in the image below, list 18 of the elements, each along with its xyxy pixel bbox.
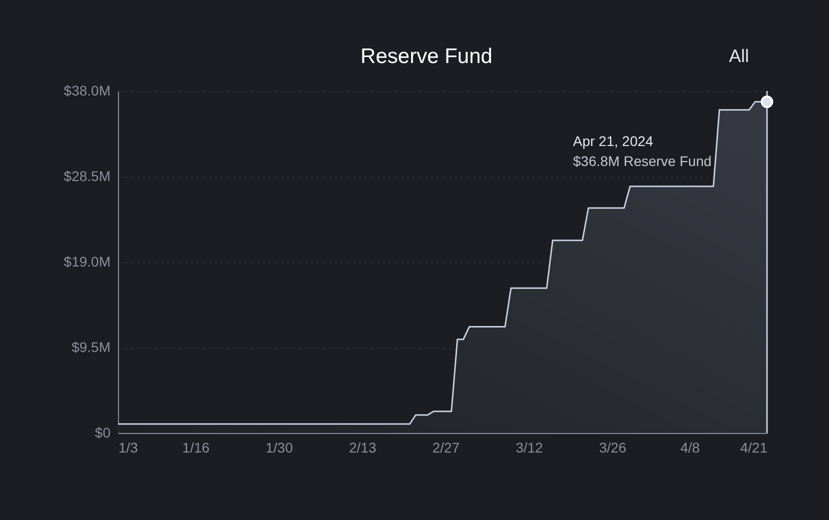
annotation: Apr 21, 2024 xyxy=(573,133,654,149)
x-tick-label: 1/3 xyxy=(118,440,138,456)
y-tick-label: $0 xyxy=(94,424,111,440)
x-tick-label: 3/26 xyxy=(599,440,627,456)
x-tick-label: 1/16 xyxy=(182,440,210,456)
y-tick-label: $19.0M xyxy=(64,254,110,270)
x-tick-label: 2/13 xyxy=(348,440,376,456)
x-tick-label: 4/21 xyxy=(740,440,768,456)
x-tick-label: 1/30 xyxy=(266,440,294,456)
y-tick-label: $28.5M xyxy=(64,168,110,184)
x-tick-label: 2/27 xyxy=(432,440,460,456)
chart-title: Reserve Fund xyxy=(360,45,492,68)
x-tick-label: 4/8 xyxy=(680,440,700,456)
annotation: $36.8M Reserve Fund xyxy=(573,153,712,169)
y-tick-label: $9.5M xyxy=(72,339,110,355)
x-tick-label: 3/12 xyxy=(516,440,544,456)
y-tick-label: $38.0M xyxy=(64,82,110,98)
text: All xyxy=(728,46,750,66)
